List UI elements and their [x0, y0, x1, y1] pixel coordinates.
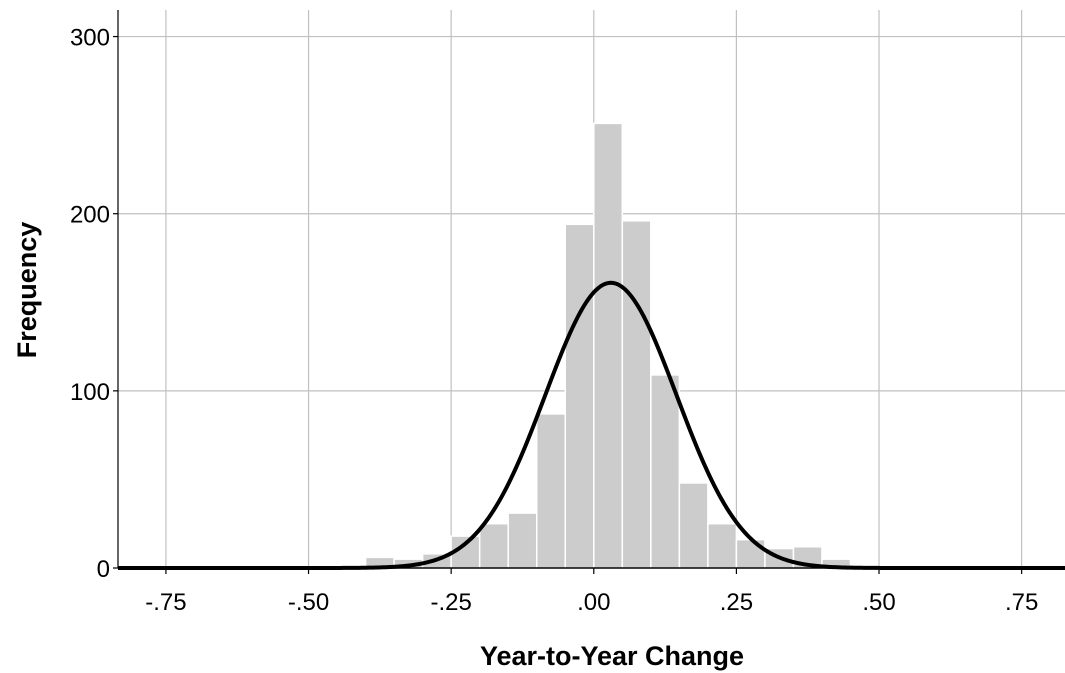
- x-tick-label-3: .00: [577, 589, 610, 616]
- axes: [113, 10, 1065, 574]
- x-tick-labels: -.75 -.50 -.25 .00 .25 .50 .75: [145, 589, 1038, 616]
- histogram-bar-5: [507, 512, 538, 569]
- x-tick-label-6: .75: [1005, 589, 1038, 616]
- histogram-bar-13: [735, 538, 766, 569]
- histogram-bar-12: [707, 522, 738, 569]
- x-tick-label-1: -.50: [288, 589, 329, 616]
- y-tick-label-1: 100: [70, 379, 110, 406]
- y-axis-title: Frequency: [12, 222, 42, 359]
- histogram-bar-10: [650, 374, 681, 569]
- grid-lines: [118, 10, 1065, 568]
- x-tick-label-4: .25: [720, 589, 753, 616]
- x-tick-label-2: -.25: [430, 589, 471, 616]
- y-tick-label-3: 300: [70, 25, 110, 52]
- histogram-bar-8: [593, 122, 624, 569]
- histogram-bar-6: [535, 413, 567, 569]
- x-axis-title: Year-to-Year Change: [480, 641, 744, 671]
- histogram-bars: [364, 122, 852, 569]
- histogram-bar-4: [478, 522, 509, 569]
- histogram-bar-11: [678, 482, 709, 569]
- y-tick-label-2: 200: [70, 202, 110, 229]
- histogram-bar-7: [564, 223, 595, 569]
- y-tick-labels: 0 100 200 300: [70, 25, 110, 583]
- x-tick-label-0: -.75: [145, 589, 186, 616]
- y-tick-label-0: 0: [97, 556, 110, 583]
- histogram-bar-9: [621, 220, 652, 569]
- x-tick-label-5: .50: [862, 589, 895, 616]
